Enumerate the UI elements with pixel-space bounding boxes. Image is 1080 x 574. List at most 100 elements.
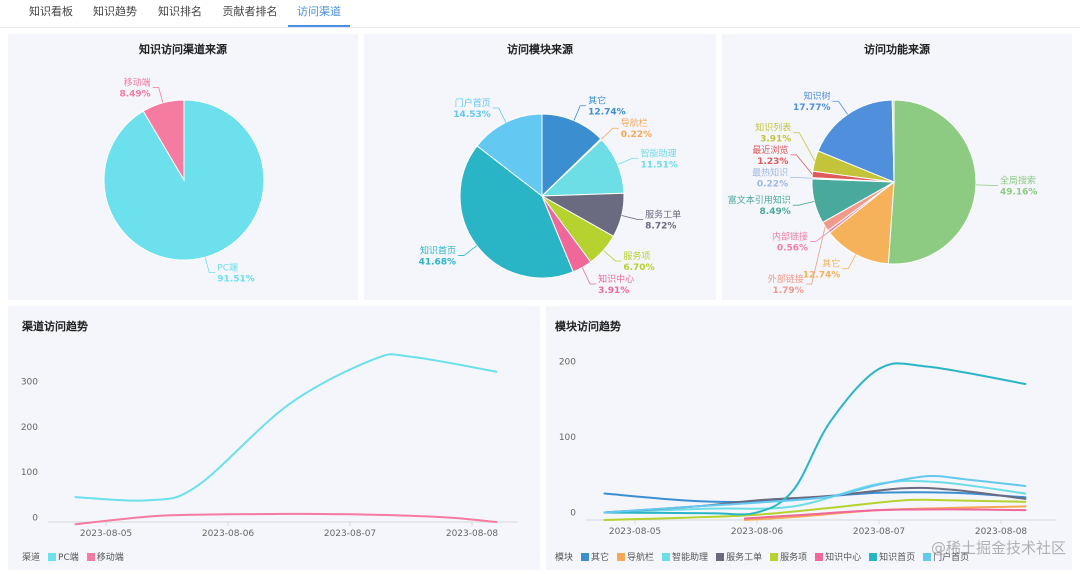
pie-slice-percent: 3.91% (598, 286, 629, 296)
pie-slice-label: 内部链接 (772, 230, 808, 242)
pie-leader-line (600, 127, 619, 140)
legend-title: 渠道 (22, 553, 41, 563)
chart-legend: 模块 其它 导航栏 智能助理 服务工单 服务项 知识中心 知识首页 门户首页 (555, 550, 973, 563)
tab-bar: 知识看板 知识趋势 知识排名 贡献者排名 访问渠道 (0, 0, 1080, 28)
legend-label: 其它 (591, 553, 610, 563)
pie-slice-label: 导航栏 (621, 117, 648, 129)
tab-knowledge-trend[interactable]: 知识趋势 (93, 5, 137, 18)
pie-slice[interactable] (891, 99, 895, 183)
legend-swatch (923, 552, 932, 561)
line-chart-channel-trend: 0 100 200 300 2023-08-05 2023-08-06 2023-08-07… (21, 353, 518, 539)
pie-slice-percent: 91.51% (217, 275, 255, 285)
pie-leader-line (790, 177, 813, 179)
legend-item[interactable]: 其它 (581, 550, 609, 563)
pie-slice[interactable] (541, 113, 602, 198)
tab-access-channel[interactable]: 访问渠道 (288, 0, 350, 27)
tab-knowledge-board[interactable]: 知识看板 (29, 5, 73, 18)
x-tick-label: 2023-08-06 (202, 529, 255, 539)
pie-slice-percent: 14.53% (453, 110, 491, 120)
series-line[interactable] (603, 362, 1027, 516)
pie-slice-percent: 6.70% (623, 263, 654, 273)
tab-contributor-ranking[interactable]: 贡献者排名 (222, 5, 278, 18)
pie-slice-percent: 0.22% (621, 130, 652, 140)
pie-slice-percent: 8.49% (119, 89, 150, 99)
series-line[interactable] (74, 512, 498, 526)
series-line[interactable] (74, 353, 498, 502)
tab-knowledge-ranking[interactable]: 知识排名 (158, 5, 202, 18)
pie-slice[interactable] (459, 145, 574, 279)
pie-leader-line (842, 254, 857, 270)
pie-slice-label: 智能助理 (640, 147, 676, 159)
x-tick-label: 2023-08-08 (446, 529, 499, 539)
pie-leader-line (792, 201, 815, 206)
chart-title: 知识访问渠道来源 (139, 43, 227, 56)
pie-leader-line (810, 231, 830, 242)
series-line[interactable] (603, 479, 1027, 514)
pie-leader-line (492, 107, 507, 123)
pie-slice-percent: 8.72% (645, 221, 676, 231)
pie-slice[interactable] (142, 99, 185, 182)
pie-panel-channel: 知识访问渠道来源 PC端 91.51% 移动端 8.49% (8, 34, 358, 300)
legend-label: 服务工单 (726, 553, 763, 563)
legend-label: 智能助理 (672, 553, 709, 563)
pie-slice-percent: 0.56% (777, 243, 808, 253)
legend-item[interactable]: PC端 (48, 550, 79, 563)
legend-label: 服务项 (780, 553, 808, 563)
x-tick-label: 2023-08-07 (324, 529, 376, 539)
chart-legend: 渠道 PC端 移动端 (22, 550, 128, 563)
pie-leader-line (581, 267, 597, 285)
legend-item[interactable]: 知识首页 (869, 550, 915, 563)
legend-item[interactable]: 移动端 (86, 550, 124, 563)
pie-leader-line (793, 132, 816, 162)
legend-swatch (716, 552, 725, 561)
pie-slice-percent: 12.74% (588, 108, 626, 118)
pie-leader-line (805, 226, 826, 285)
pie-slice-label: 门户首页 (455, 97, 491, 109)
legend-item[interactable]: 智能助理 (662, 550, 708, 563)
pie-slice-label: 服务项 (623, 250, 650, 262)
pie-slice-label: 最热知识 (752, 167, 788, 179)
legend-item[interactable]: 服务工单 (716, 550, 762, 563)
pie-slice-label: PC端 (217, 262, 238, 274)
legend-swatch (662, 552, 671, 561)
pie-slice-label: 最近浏览 (752, 144, 788, 156)
legend-label: 知识中心 (825, 553, 862, 563)
pie-slice-label: 移动端 (124, 76, 151, 88)
y-tick-label: 100 (559, 433, 576, 443)
pie-slice-label: 知识首页 (420, 244, 456, 256)
pie-slice-label: 知识树 (803, 90, 830, 102)
pie-leader-line (617, 157, 639, 165)
pie-slice-percent: 12.74% (803, 271, 841, 281)
chart-title: 访问功能来源 (864, 43, 930, 56)
chart-title: 渠道访问趋势 (22, 320, 88, 333)
legend-item[interactable]: 导航栏 (617, 550, 654, 563)
pie-slice-percent: 8.49% (760, 207, 791, 217)
pie-slice-label: 外部链接 (768, 273, 804, 285)
pie-slice-label: 其它 (822, 258, 840, 270)
legend-item[interactable]: 门户首页 (923, 550, 969, 563)
pie-slice[interactable] (817, 99, 895, 183)
y-tick-label: 0 (570, 508, 576, 518)
pie-panel-function: 访问功能来源 全局搜索 49.16% 其它 12.74% 内部链接 0.56% 外部链接 1.… (722, 34, 1072, 300)
pie-slice-label: 服务工单 (645, 208, 681, 220)
pie-slice-percent: 41.68% (419, 257, 457, 267)
legend-item[interactable]: 知识中心 (815, 550, 861, 563)
pie-leader-line (458, 245, 478, 256)
legend-label: PC端 (58, 553, 79, 563)
pie-leader-line (975, 184, 998, 186)
legend-swatch (815, 552, 824, 561)
legend-swatch (869, 552, 878, 561)
legend-swatch (48, 552, 57, 561)
pie-slice-label: 富文本引用知识 (728, 194, 791, 206)
series-line[interactable] (743, 508, 1027, 520)
series-line[interactable] (603, 474, 1027, 514)
watermark: @稀土掘金技术社区 (930, 539, 1066, 557)
legend-label: 移动端 (96, 553, 124, 563)
legend-item[interactable]: 服务项 (770, 550, 807, 563)
pie-slice-label: 知识列表 (755, 122, 791, 134)
y-tick-label: 200 (21, 423, 38, 433)
legend-title: 模块 (555, 553, 574, 563)
pie-slice[interactable] (887, 99, 977, 265)
series-line[interactable] (603, 498, 1027, 521)
